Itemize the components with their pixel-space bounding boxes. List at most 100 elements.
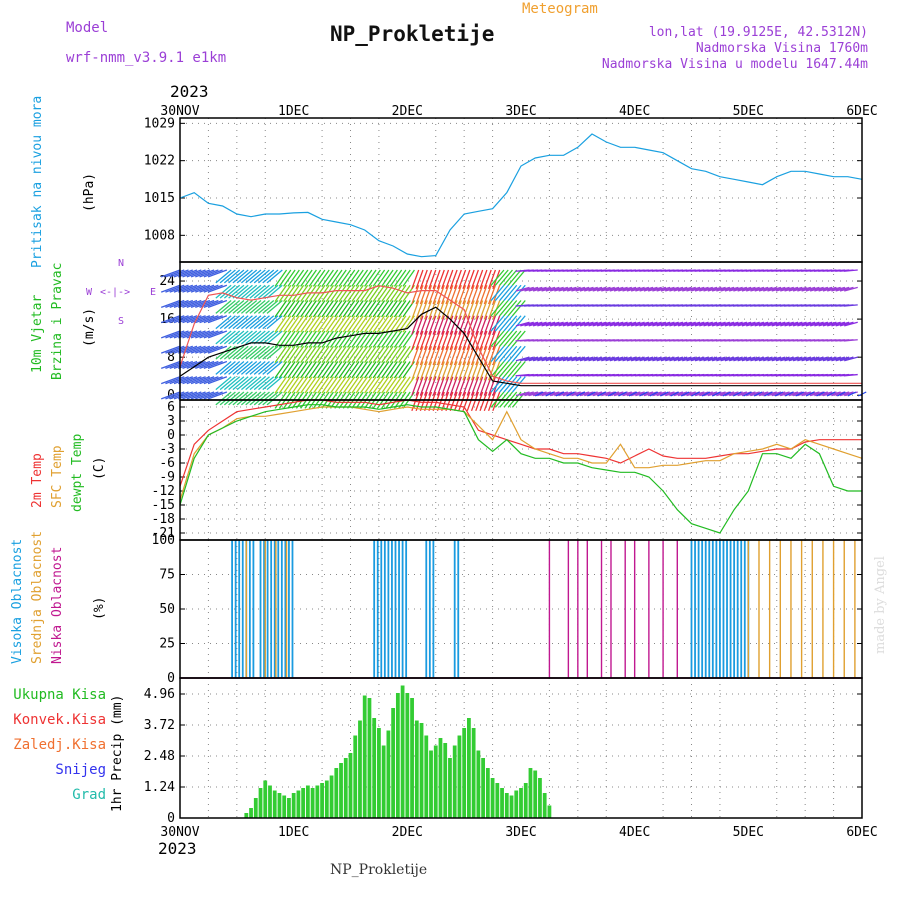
wind-barb [479, 391, 488, 412]
wind-barb [372, 269, 386, 287]
wind-barb [240, 361, 258, 375]
wind-barb [537, 286, 552, 292]
wind-barb [228, 391, 245, 406]
wind-barb [411, 269, 420, 290]
precip-bar [533, 770, 538, 818]
time-label-bottom: 2DEC [392, 825, 423, 840]
wind-barb [458, 391, 467, 412]
wind-barb [647, 286, 662, 292]
wind-barb [347, 376, 360, 394]
precip-tick-label: 3.72 [144, 718, 175, 733]
precip-bar [244, 813, 249, 818]
wind-barb [398, 361, 411, 379]
wind-barb [720, 356, 735, 362]
wind-barb [639, 321, 654, 327]
wind-barb [169, 376, 189, 385]
wind-barb [359, 376, 373, 394]
wind-barb [389, 284, 403, 303]
wind-barb [304, 269, 317, 287]
wind-barb [411, 300, 420, 320]
wind-barb [592, 321, 607, 327]
wind-barb [287, 330, 300, 348]
precip-tick-label: 2.48 [144, 749, 175, 764]
wind-barb [694, 391, 709, 397]
wind-barb [499, 345, 513, 362]
wind-barb [278, 376, 292, 394]
wind-barb [240, 269, 258, 284]
wind-barb [643, 391, 658, 397]
wind-barb [503, 300, 518, 317]
wind-barb [475, 376, 484, 396]
wind-barb [342, 315, 356, 333]
wind-barb [228, 269, 245, 284]
wind-barb [283, 361, 296, 379]
wind-barb [524, 356, 539, 362]
cloud-tick-label: 0 [167, 671, 175, 686]
wind-barb [555, 391, 565, 397]
wind-barb [169, 345, 189, 354]
wind-barb [831, 286, 846, 292]
wind-barb [236, 300, 253, 314]
precip-bar [467, 718, 471, 818]
wind-barb [232, 376, 249, 391]
time-label-top: 5DEC [733, 104, 764, 119]
wind-barb [524, 321, 539, 327]
wind-barb [402, 269, 415, 287]
wind-barb [520, 286, 534, 292]
wind-barb [558, 356, 573, 362]
wind-barb [584, 286, 598, 292]
wind-barb [262, 345, 279, 360]
wind-barb [173, 391, 194, 400]
cloud-tick-label: 100 [152, 533, 175, 548]
wind-barb [173, 315, 194, 324]
wind-barb [758, 286, 773, 292]
wind-barb [771, 321, 786, 327]
wind-barb [562, 356, 577, 362]
wind-barb [372, 300, 386, 318]
wind-barb [190, 315, 211, 324]
wind-barb [449, 269, 458, 290]
wind-barb [258, 330, 275, 345]
pressure-tick-label: 1015 [144, 191, 175, 206]
wind-barb [182, 330, 202, 339]
temp-tick-label: 3 [167, 414, 175, 429]
wind-barb [304, 376, 317, 394]
wind-barb [329, 315, 343, 333]
temp-sfc-line [179, 406, 863, 501]
wind-barb [545, 321, 560, 327]
wind-barb [368, 300, 381, 318]
temp-tick-label: -15 [152, 498, 175, 513]
wind-barb [503, 284, 518, 301]
temp-tick-label: -21 [152, 526, 175, 541]
wind-barb [449, 315, 458, 335]
wind-barb [767, 391, 782, 397]
wind-barb [215, 269, 232, 284]
wind-barb [588, 356, 603, 362]
wind-barb [376, 269, 390, 287]
time-label-top: 2DEC [392, 104, 423, 119]
wind-barb [419, 361, 428, 381]
wind-barb [274, 300, 288, 318]
wind-barb [240, 345, 258, 360]
wind-barb [797, 391, 812, 397]
wind-barb [364, 376, 377, 394]
wind-barb [436, 269, 445, 290]
wind-barb [571, 321, 586, 327]
compass-e: E [150, 287, 157, 298]
time-label-bottom: 6DEC [846, 825, 877, 840]
wind-barb [690, 286, 705, 292]
wind-barb [253, 345, 270, 360]
wind-barb [160, 376, 181, 385]
wind-barb [588, 286, 603, 292]
wind-barb [809, 286, 824, 292]
wind-barb [219, 391, 236, 406]
wind-barb [843, 304, 858, 307]
wind-barb [160, 269, 181, 278]
wind-barb [587, 391, 596, 397]
wind-barb [249, 284, 266, 299]
wind-barb [780, 321, 794, 327]
wind-barb [458, 361, 467, 381]
wind-barb [419, 300, 428, 320]
wind-barb [618, 356, 632, 362]
wind-barb [682, 356, 696, 362]
